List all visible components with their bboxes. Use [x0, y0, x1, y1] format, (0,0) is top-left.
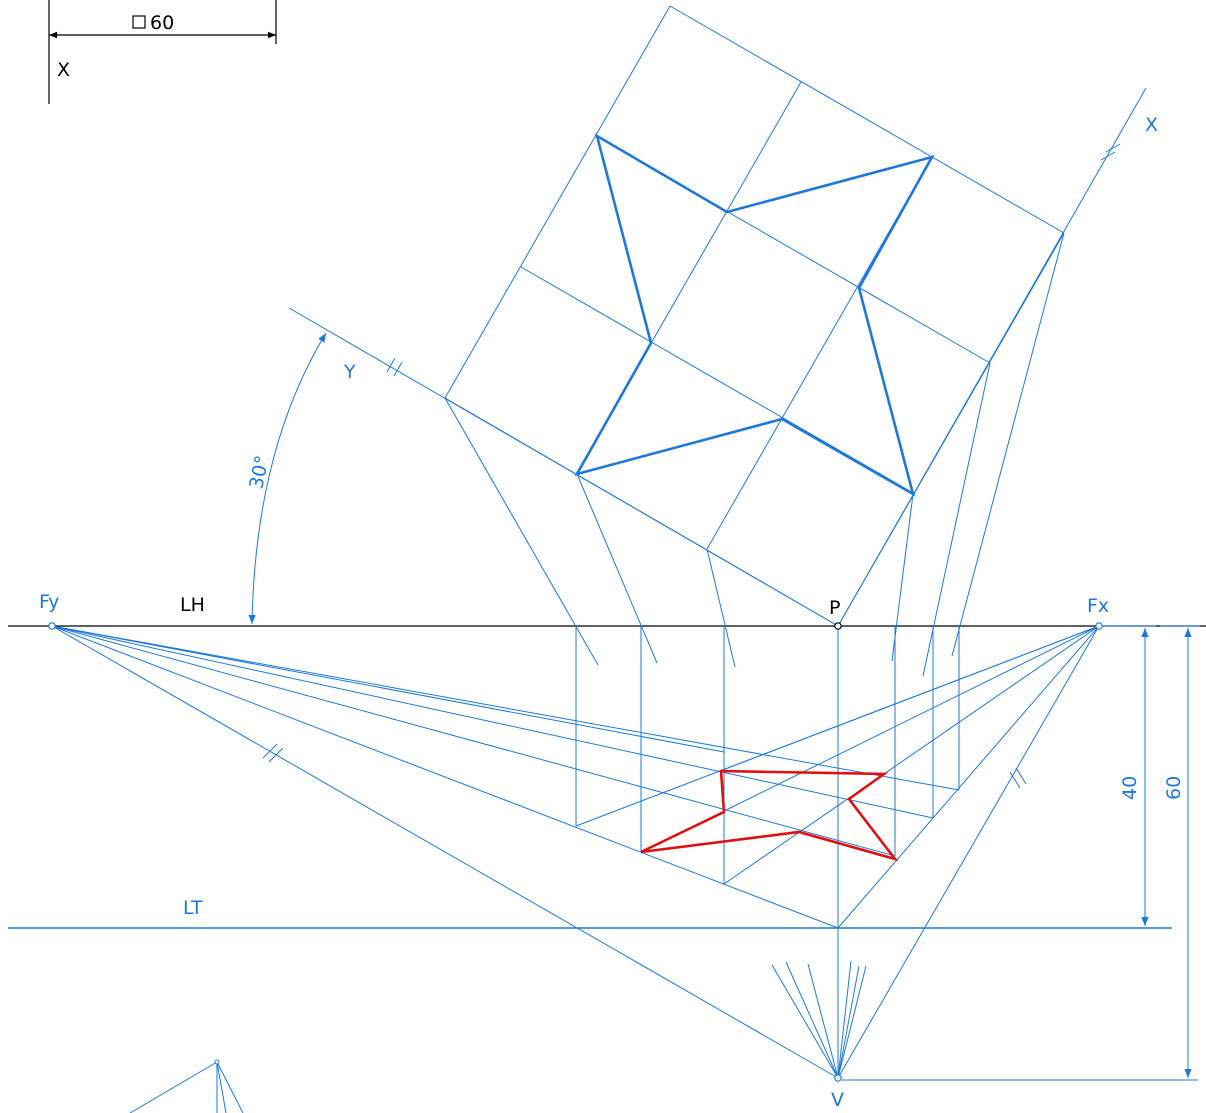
angle-label: 30° [245, 454, 274, 492]
axis-y-label: Y [343, 361, 356, 383]
viewpoint-label: V [831, 1089, 844, 1111]
plan-star-shape [574, 133, 935, 497]
vanishing-point-fx [1095, 622, 1103, 630]
rays-from-fy [51, 625, 960, 1079]
dimension-40-value: 40 [1119, 776, 1141, 800]
projection-lines [444, 232, 1065, 677]
horizon-line-label: LH [180, 594, 205, 616]
dimension-60-value: 60 [1163, 776, 1185, 800]
ground-line-label: LT [183, 897, 203, 919]
vanishing-point-fy [48, 622, 56, 630]
vanishing-point-fy-label: Fy [39, 591, 59, 613]
legend-dimension: 60 X [48, 0, 277, 104]
vanishing-point-fx-label: Fx [1087, 595, 1109, 617]
small-construction-fragment [129, 1059, 244, 1113]
viewpoint [834, 1074, 842, 1082]
square-symbol-icon [132, 15, 146, 29]
principal-point [834, 622, 842, 630]
axis-x-label: X [1145, 114, 1158, 136]
legend-axis-label: X [57, 59, 70, 81]
angle-arc: 30° [245, 332, 327, 625]
perspective-star-shape [640, 769, 899, 862]
rays-to-v [771, 960, 867, 1079]
dimension-60: 60 [842, 625, 1200, 1081]
legend-dimension-value: 60 [150, 12, 174, 34]
principal-point-label: P [829, 597, 840, 619]
dimension-40: 40 [1100, 625, 1156, 926]
plan-grid [444, 5, 1065, 627]
vertical-lines [575, 626, 960, 1078]
